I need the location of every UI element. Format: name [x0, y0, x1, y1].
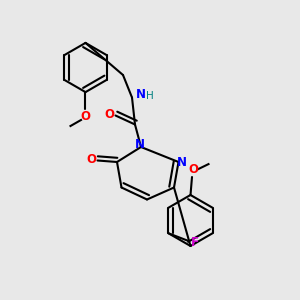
Text: F: F [190, 236, 199, 249]
Text: H: H [146, 91, 154, 101]
Text: O: O [104, 108, 114, 121]
Text: O: O [86, 153, 96, 166]
Text: N: N [134, 137, 145, 151]
Text: O: O [188, 163, 198, 176]
Text: N: N [177, 155, 187, 169]
Text: N: N [136, 88, 146, 101]
Text: O: O [80, 110, 91, 123]
